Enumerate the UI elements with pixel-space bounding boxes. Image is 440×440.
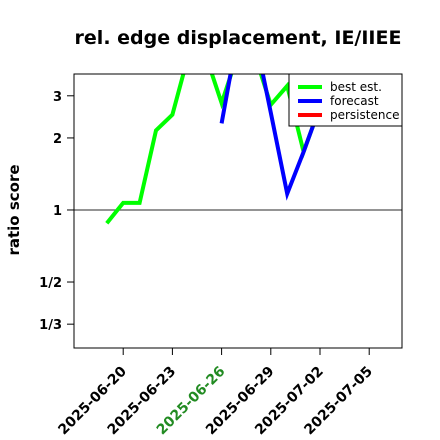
y-axis-label: ratio score xyxy=(5,164,23,255)
plot-frame xyxy=(73,73,403,349)
series-line-forecast xyxy=(219,74,322,201)
y-tick-label: 1/2 xyxy=(39,276,62,291)
legend-label: best est. xyxy=(330,80,382,94)
chart-title: rel. edge displacement, IE/IIEE xyxy=(75,27,402,49)
y-tick-label: 1 xyxy=(53,204,62,219)
y-tick-label: 2 xyxy=(53,132,62,147)
y-tick-label: 3 xyxy=(53,90,62,105)
legend-label: forecast xyxy=(330,94,379,108)
series-line-best-est- xyxy=(105,74,322,225)
legend-label: persistence xyxy=(330,108,399,122)
y-tick-label: 1/3 xyxy=(39,318,62,333)
